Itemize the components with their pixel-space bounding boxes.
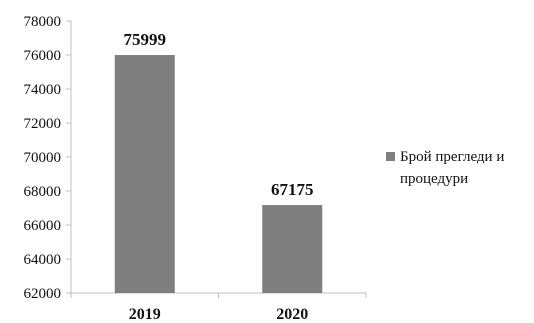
y-tick-label: 66000 <box>24 218 62 234</box>
x-category-label: 2019 <box>129 306 161 323</box>
y-tick-label: 62000 <box>24 286 62 302</box>
bars <box>114 55 323 293</box>
y-tick-label: 68000 <box>24 184 62 200</box>
y-tick-label: 76000 <box>24 48 62 64</box>
x-category-label: 2020 <box>276 306 308 323</box>
y-tick-label: 64000 <box>24 252 62 268</box>
y-axis-ticks: 62000 64000 66000 68000 70000 72000 74000 76000… <box>24 14 71 302</box>
legend: Брой прегледи и процедури <box>386 146 534 190</box>
y-tick-label: 74000 <box>24 82 62 98</box>
legend-swatch <box>386 152 395 161</box>
bar-2019 <box>114 55 175 293</box>
bar-2020 <box>262 205 323 293</box>
data-labels: 75999 67175 <box>124 30 314 199</box>
y-tick-label: 78000 <box>24 14 62 30</box>
y-tick-label: 72000 <box>24 116 62 132</box>
y-tick-label: 70000 <box>24 150 62 166</box>
x-axis-labels: 2019 2020 <box>129 306 309 323</box>
data-label: 75999 <box>124 30 167 49</box>
legend-label: Брой прегледи и процедури <box>400 149 505 187</box>
data-label: 67175 <box>271 180 314 199</box>
